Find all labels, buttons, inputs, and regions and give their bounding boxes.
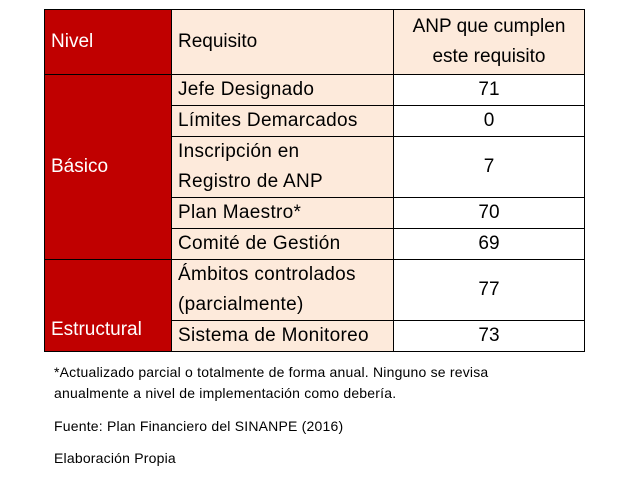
value-cell: 69 <box>393 228 585 260</box>
requisito-cell: Inscripción en Registro de ANP <box>171 136 394 198</box>
requisito-cell: Comité de Gestión <box>171 228 394 260</box>
requisito-line: (parcialmente) <box>178 294 304 315</box>
credit-note: Elaboración Propia <box>54 450 176 466</box>
requirements-table: Nivel Requisito ANP que cumplen este req… <box>44 9 585 352</box>
requisito-cell: Jefe Designado <box>171 74 394 106</box>
header-anp-line1: ANP que cumplen <box>412 16 566 37</box>
header-requisito: Requisito <box>171 9 394 75</box>
footnote-line: anualmente a nivel de implementación com… <box>54 385 397 401</box>
value-cell: 73 <box>393 320 585 352</box>
nivel-estructural: Estructural <box>44 259 172 352</box>
source-note: Fuente: Plan Financiero del SINANPE (201… <box>54 418 344 434</box>
value-cell: 70 <box>393 197 585 229</box>
value-cell: 7 <box>393 136 585 198</box>
value-cell: 0 <box>393 105 585 137</box>
footnote-line: *Actualizado parcial o totalmente de for… <box>54 364 489 380</box>
value-cell: 77 <box>393 259 585 321</box>
value-cell: 71 <box>393 74 585 106</box>
header-nivel: Nivel <box>44 9 172 75</box>
table-row: Comité de Gestión 69 <box>45 228 585 260</box>
header-row: Nivel Requisito ANP que cumplen este req… <box>44 9 585 75</box>
nivel-basico: Básico <box>44 74 172 260</box>
header-anp-line2: este requisito <box>432 46 546 67</box>
table-row: Límites Demarcados 0 <box>45 105 585 137</box>
table-row: Estructural Ámbitos controlados (parcial… <box>44 259 585 352</box>
table-row: Básico Jefe Designado 71 <box>44 74 585 260</box>
requisito-cell: Sistema de Monitoreo <box>171 320 394 352</box>
requisito-cell: Ámbitos controlados (parcialmente) <box>171 259 394 321</box>
requisito-line: Registro de ANP <box>178 171 323 192</box>
header-anp: ANP que cumplen este requisito <box>393 9 585 75</box>
notes: *Actualizado parcial o totalmente de for… <box>54 362 574 469</box>
requisito-cell: Límites Demarcados <box>171 105 394 137</box>
requisito-cell: Plan Maestro* <box>171 197 394 229</box>
requisito-line: Ámbitos controlados <box>178 264 356 285</box>
requisito-line: Inscripción en <box>178 141 300 162</box>
table-row: Sistema de Monitoreo 73 <box>45 320 585 352</box>
